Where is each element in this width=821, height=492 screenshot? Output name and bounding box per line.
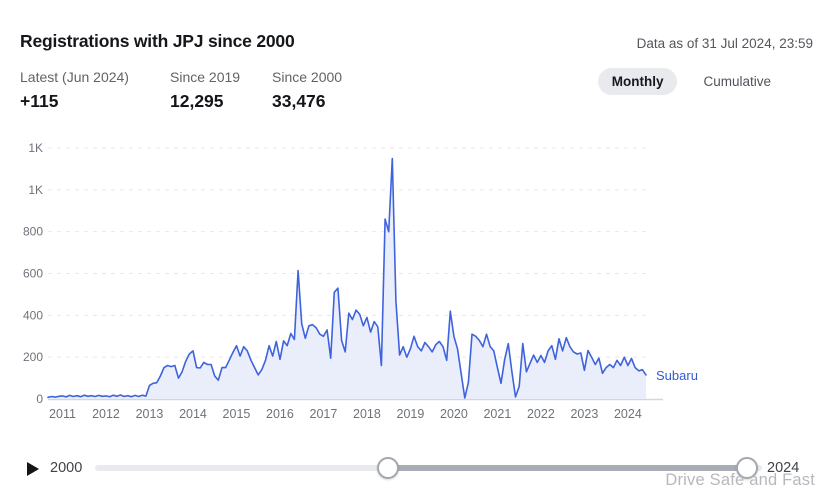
stat-since-2019: Since 2019 12,295	[170, 69, 272, 112]
y-axis-label: 1K	[28, 141, 43, 155]
range-start-label: 2000	[50, 460, 83, 476]
view-toggle: Monthly Cumulative	[597, 68, 785, 95]
play-button[interactable]	[27, 461, 43, 477]
stat-value: 12,295	[170, 91, 224, 111]
x-axis-label: 2015	[223, 407, 251, 421]
x-axis-label: 2017	[310, 407, 338, 421]
series-area	[48, 158, 646, 399]
stat-label: Since 2000	[272, 69, 343, 85]
stats-row: Latest (Jun 2024) +115 Since 2019 12,295…	[20, 69, 342, 112]
x-axis-label: 2021	[483, 407, 511, 421]
stat-value: 33,476	[272, 91, 326, 111]
y-axis-label: 600	[23, 267, 43, 281]
play-icon	[27, 462, 39, 476]
stat-since-2000: Since 2000 33,476	[272, 69, 342, 112]
series-line	[47, 157, 647, 399]
x-axis-label: 2019	[397, 407, 425, 421]
slider-handle-right[interactable]	[736, 457, 758, 479]
slider-selected-range	[388, 465, 747, 471]
x-axis-label: 2018	[353, 407, 381, 421]
y-axis-label: 400	[23, 308, 43, 322]
x-axis-label: 2024	[614, 407, 642, 421]
timeline-slider-row: 2000 2024 Drive Safe and Fast	[0, 450, 821, 492]
stat-latest: Latest (Jun 2024) +115	[20, 69, 170, 112]
y-axis-label: 1K	[28, 183, 43, 197]
y-axis-label: 0	[36, 392, 43, 406]
stat-label: Since 2019	[170, 69, 241, 85]
y-axis-label: 800	[23, 225, 43, 239]
y-axis-label: 200	[23, 350, 43, 364]
x-axis-label: 2022	[527, 407, 555, 421]
chart-area: 1K 1K 800 600 400 200 0 2011 2012 2013 2014 2015 201…	[0, 138, 821, 433]
x-axis-label: 2011	[49, 407, 76, 421]
x-axis-label: 2013	[136, 407, 164, 421]
series-legend-label: Subaru	[656, 367, 698, 383]
slider-handle-left[interactable]	[377, 457, 399, 479]
x-axis-label: 2012	[92, 407, 120, 421]
stat-label: Latest (Jun 2024)	[20, 69, 129, 85]
toggle-cumulative-button[interactable]: Cumulative	[689, 68, 785, 95]
stat-value: +115	[20, 91, 59, 111]
registrations-line-chart[interactable]: 1K 1K 800 600 400 200 0 2011 2012 2013 2014 2015 201…	[0, 138, 821, 433]
page-title: Registrations with JPJ since 2000	[20, 31, 295, 51]
x-axis-label: 2020	[440, 407, 468, 421]
toggle-monthly-button[interactable]: Monthly	[597, 68, 678, 95]
slider-track[interactable]	[95, 457, 762, 479]
x-axis-label: 2016	[266, 407, 294, 421]
watermark: Drive Safe and Fast	[665, 471, 815, 489]
x-axis-label: 2014	[179, 407, 207, 421]
range-end-label: 2024	[767, 460, 800, 476]
x-axis-label: 2023	[570, 407, 598, 421]
data-as-of-label: Data as of 31 Jul 2024, 23:59	[636, 36, 813, 51]
